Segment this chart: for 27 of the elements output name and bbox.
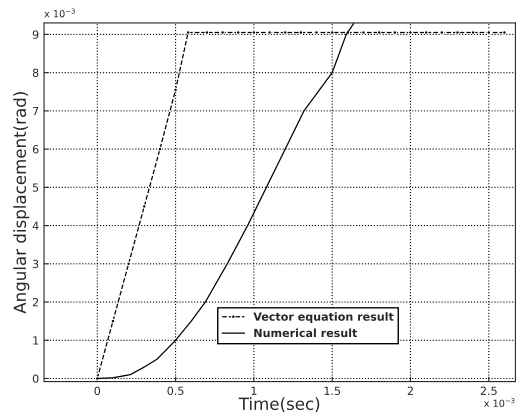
x-tick-label: 0.5 [167, 386, 184, 396]
point [126, 262, 131, 266]
point [252, 30, 256, 35]
point [330, 30, 334, 35]
y-tick-label: 0 [32, 374, 38, 383]
y-tick-label: 7 [33, 106, 38, 116]
y-tick-label: 4 [32, 222, 39, 230]
legend-label: Vector equation result [253, 312, 394, 323]
y-tick-label: 1 [33, 336, 38, 344]
text: x 10$^{−3}$ [484, 398, 515, 407]
point [408, 30, 413, 35]
x-tick-label: 1.5 [324, 386, 340, 396]
y-tick-label: 5 [32, 183, 38, 192]
y-axis-title: Angular displacement(rad) [13, 92, 30, 314]
y-tick-label: 2 [32, 298, 38, 306]
x-tick-label: 2.5 [480, 386, 497, 396]
legend-label: Numerical result [254, 328, 358, 338]
y-tick-label: 8 [32, 68, 38, 78]
text: x 10$^{−3}$ [44, 8, 75, 18]
x-tick-label: 2 [408, 386, 413, 395]
y-tick-label: 9 [32, 30, 38, 39]
y-tick-label: 3 [32, 260, 38, 268]
y-tick-label: 6 [32, 145, 38, 154]
x-tick-label: 1 [252, 386, 256, 395]
x-axis-title: Time(sec) [238, 397, 320, 412]
x-tick-label: 0 [94, 386, 100, 396]
point [486, 30, 492, 35]
